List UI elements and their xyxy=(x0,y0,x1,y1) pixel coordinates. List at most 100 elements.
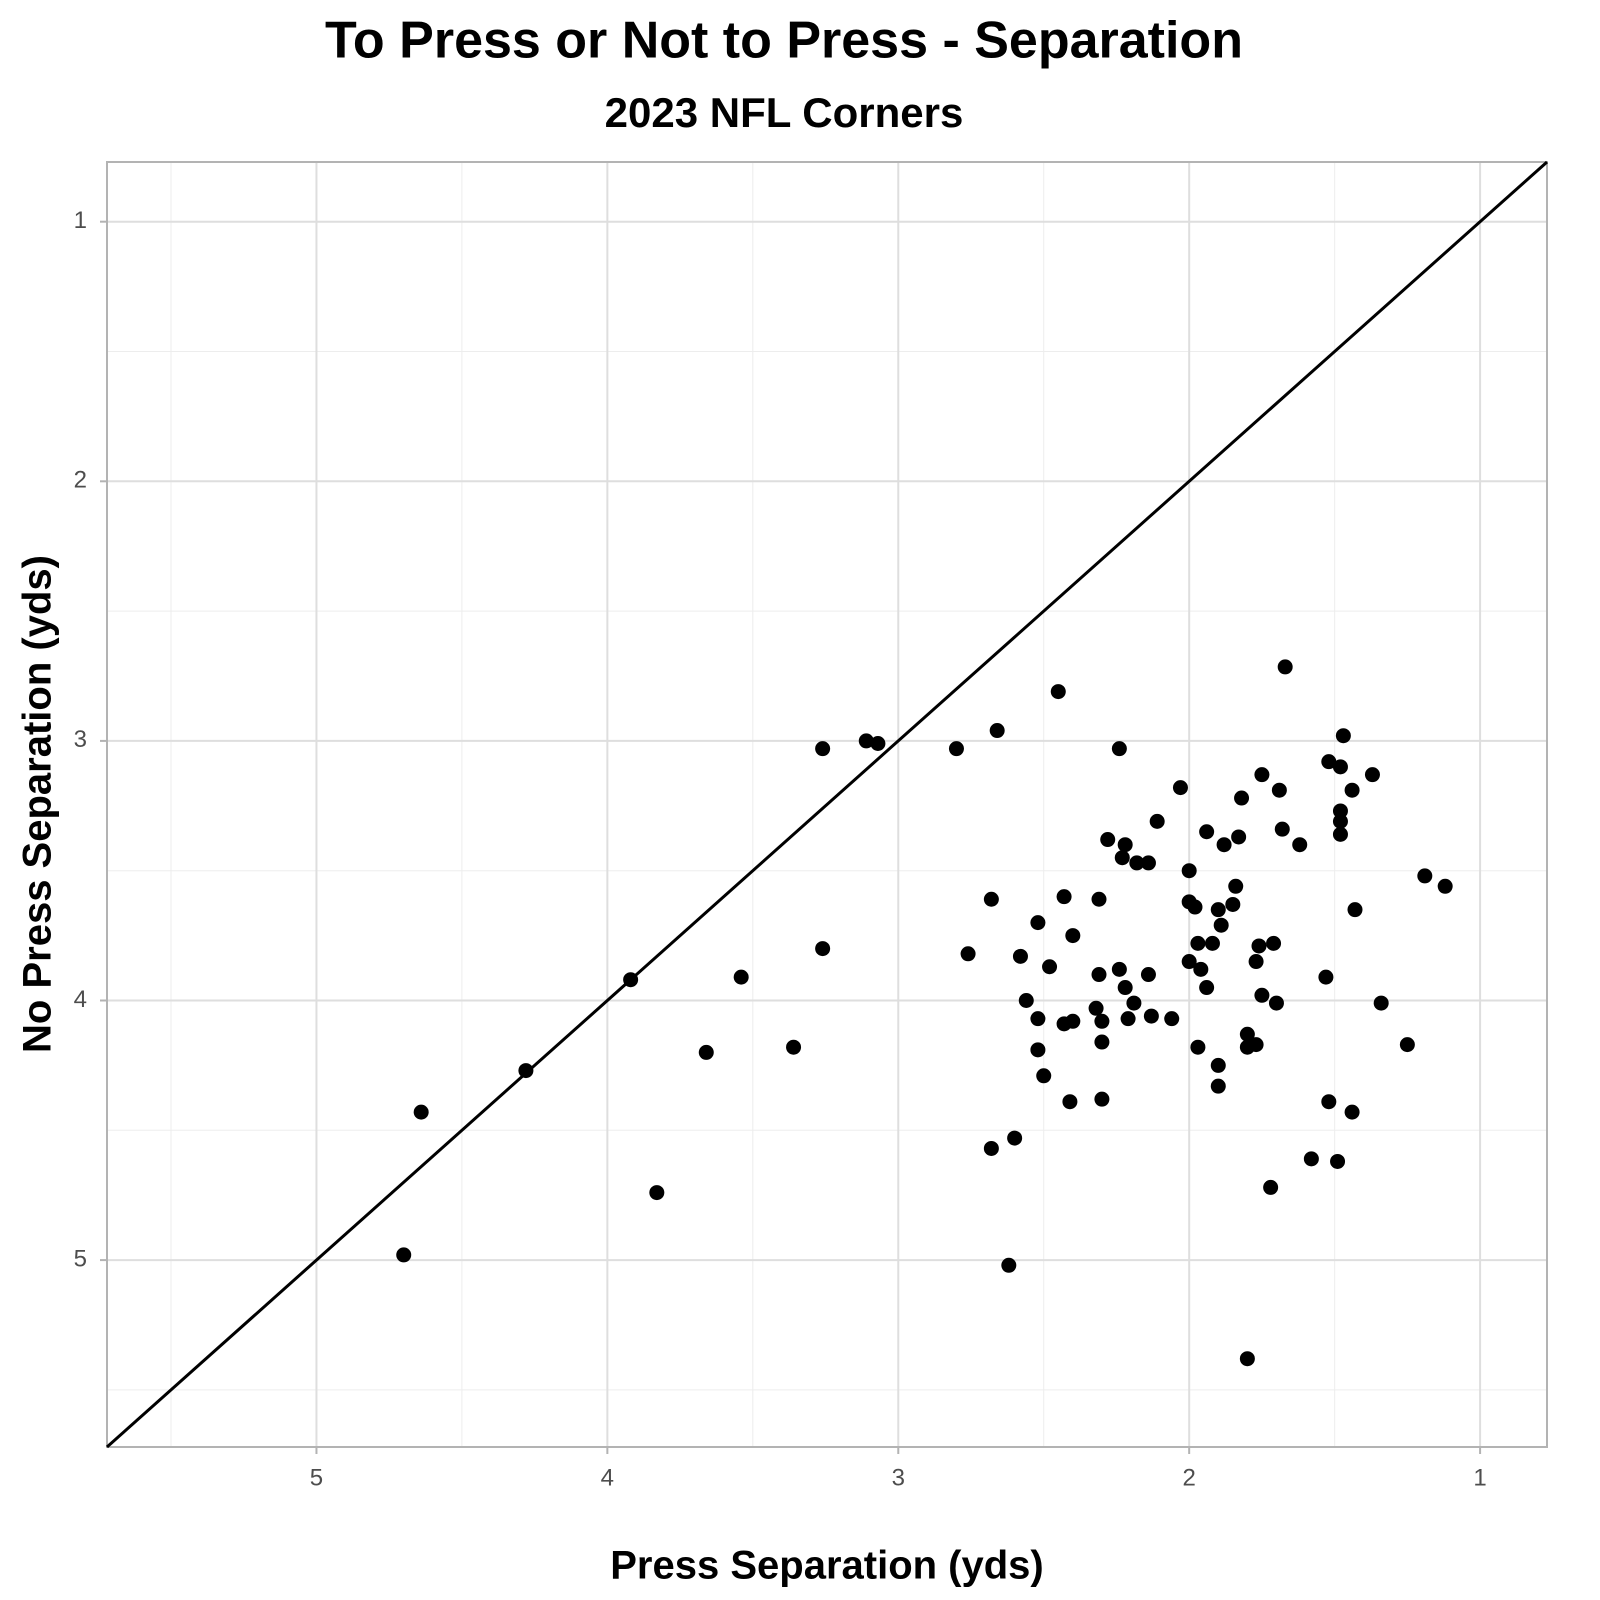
point xyxy=(1062,1094,1078,1110)
point xyxy=(1012,948,1028,964)
point xyxy=(1335,728,1351,744)
x-tick-label: 5 xyxy=(310,1464,323,1491)
point xyxy=(1277,659,1293,675)
point xyxy=(1140,855,1156,871)
point xyxy=(983,891,999,907)
x-tick-label: 3 xyxy=(892,1464,905,1491)
point xyxy=(698,1044,714,1060)
point xyxy=(1100,832,1116,848)
chart-title: To Press or Not to Press - Separation xyxy=(325,12,1243,70)
point xyxy=(1373,995,1389,1011)
point xyxy=(858,733,874,749)
point xyxy=(1228,878,1244,894)
point xyxy=(1190,935,1206,951)
point xyxy=(1417,868,1433,884)
point xyxy=(1065,1013,1081,1029)
point xyxy=(649,1185,665,1201)
point xyxy=(1318,969,1334,985)
point xyxy=(1332,803,1348,819)
point xyxy=(1001,1257,1017,1273)
point xyxy=(1129,855,1145,871)
point xyxy=(1094,1091,1110,1107)
point xyxy=(1239,1039,1255,1055)
point xyxy=(1187,899,1203,915)
point xyxy=(1117,980,1133,996)
point xyxy=(1210,1078,1226,1094)
point xyxy=(1030,1011,1046,1027)
x-axis-title: Press Separation (yds) xyxy=(610,1544,1044,1588)
identity-line xyxy=(106,160,1548,1449)
y-tick-label: 4 xyxy=(74,986,87,1013)
point xyxy=(1321,754,1337,770)
point xyxy=(733,969,749,985)
point xyxy=(1344,1104,1360,1120)
point xyxy=(1120,1011,1136,1027)
point xyxy=(1268,995,1284,1011)
point xyxy=(1274,821,1290,837)
plot-border xyxy=(106,161,1548,1448)
point xyxy=(1042,959,1058,975)
point xyxy=(815,741,831,757)
point xyxy=(1190,1039,1206,1055)
point xyxy=(1437,878,1453,894)
point xyxy=(1065,928,1081,944)
point xyxy=(1263,1179,1279,1195)
point xyxy=(1181,863,1197,879)
point xyxy=(1164,1011,1180,1027)
point xyxy=(623,972,639,988)
point xyxy=(948,741,964,757)
point xyxy=(413,1104,429,1120)
y-tick-label: 3 xyxy=(74,726,87,753)
point xyxy=(1088,1000,1104,1016)
point xyxy=(1225,896,1241,912)
y-axis-title: No Press Separation (yds) xyxy=(16,555,60,1053)
point xyxy=(1094,1013,1110,1029)
point xyxy=(1330,1153,1346,1169)
point xyxy=(1254,987,1270,1003)
point xyxy=(396,1247,412,1263)
y-tick-label: 2 xyxy=(74,467,87,494)
point xyxy=(1332,826,1348,842)
point xyxy=(1056,889,1072,905)
x-tick-label: 1 xyxy=(1473,1464,1486,1491)
point xyxy=(1271,782,1287,798)
point xyxy=(1332,759,1348,775)
point xyxy=(1143,1008,1159,1024)
point xyxy=(1303,1151,1319,1167)
point xyxy=(1149,813,1165,829)
point xyxy=(1239,1351,1255,1367)
point xyxy=(1292,837,1308,853)
point xyxy=(1036,1068,1052,1084)
point xyxy=(1213,917,1229,933)
point xyxy=(1251,938,1267,954)
point xyxy=(1091,891,1107,907)
point xyxy=(1091,967,1107,983)
point xyxy=(1204,935,1220,951)
point xyxy=(1018,992,1034,1008)
point xyxy=(518,1063,534,1079)
point xyxy=(1210,1057,1226,1073)
point xyxy=(1094,1034,1110,1050)
point xyxy=(1050,684,1066,700)
point xyxy=(815,941,831,957)
point xyxy=(1231,829,1247,845)
point xyxy=(1321,1094,1337,1110)
point xyxy=(786,1039,802,1055)
point xyxy=(1199,980,1215,996)
point xyxy=(1111,741,1127,757)
point xyxy=(960,946,976,962)
point xyxy=(1140,967,1156,983)
point xyxy=(989,723,1005,739)
x-tick-label: 2 xyxy=(1183,1464,1196,1491)
y-tick-label: 1 xyxy=(74,207,87,234)
point xyxy=(1172,780,1188,796)
point xyxy=(1199,824,1215,840)
point xyxy=(1111,961,1127,977)
point xyxy=(1193,961,1209,977)
chart-subtitle: 2023 NFL Corners xyxy=(605,89,964,136)
x-tick-label: 4 xyxy=(601,1464,614,1491)
point xyxy=(1254,767,1270,783)
point xyxy=(1126,995,1142,1011)
point xyxy=(1181,954,1197,970)
